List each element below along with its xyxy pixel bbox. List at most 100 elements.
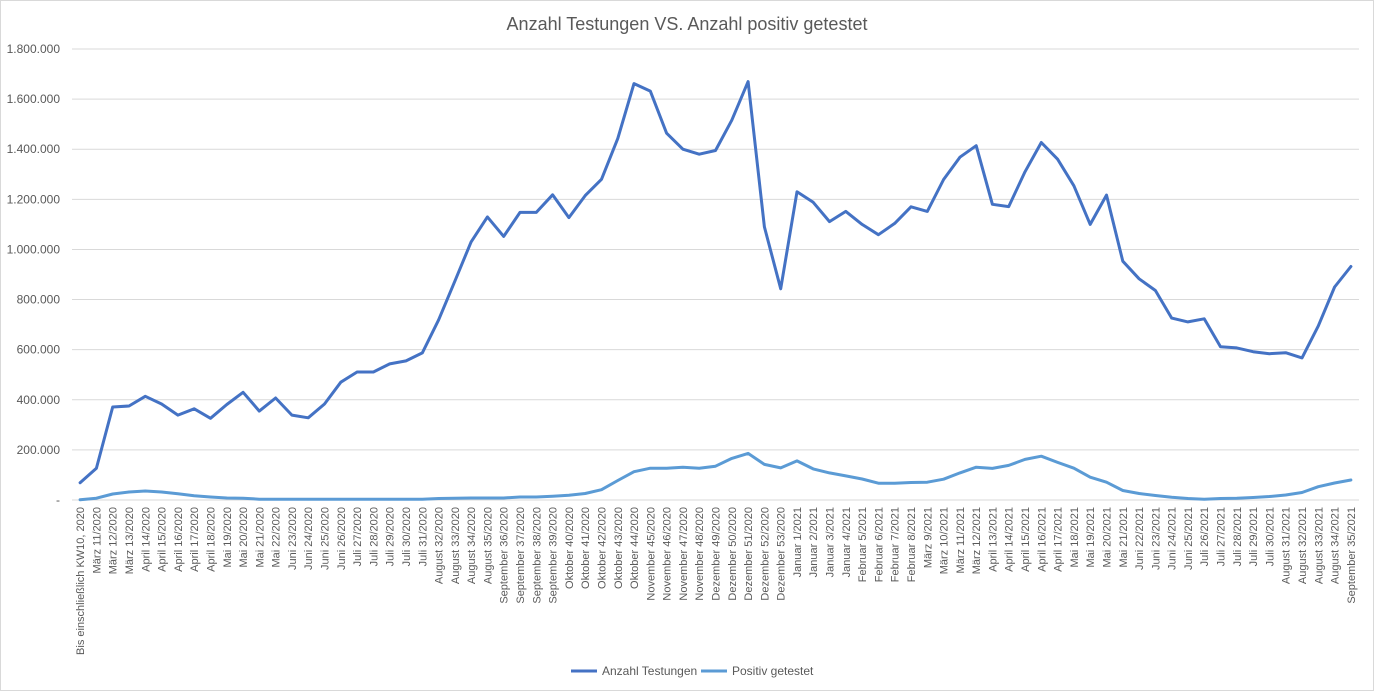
- y-tick-label: 1.800.000: [7, 42, 61, 56]
- x-tick-label: Juni 26/2020: [336, 507, 348, 570]
- data-point: [193, 494, 196, 497]
- data-point: [763, 463, 766, 466]
- y-tick-label: 600.000: [17, 343, 61, 357]
- data-point: [1333, 481, 1336, 485]
- x-tick-label: Oktober 42/2020: [596, 507, 608, 589]
- data-point: [991, 203, 994, 206]
- data-point: [127, 404, 131, 408]
- data-point: [78, 481, 82, 484]
- x-tick-label: Oktober 44/2020: [629, 507, 641, 589]
- x-tick-label: Januar 3/2021: [825, 507, 837, 577]
- data-point: [111, 405, 114, 409]
- data-point: [1203, 317, 1206, 320]
- data-point: [926, 210, 929, 213]
- x-tick-label: Juni 24/2021: [1167, 507, 1179, 570]
- data-point: [1235, 346, 1239, 350]
- x-tick-label: Februar 7/2021: [890, 507, 902, 582]
- x-tick-label: Juni 24/2020: [303, 507, 315, 570]
- x-tick-label: August 33/2020: [450, 507, 462, 584]
- data-point: [1170, 496, 1173, 499]
- x-tick-label: Juni 23/2020: [287, 507, 299, 570]
- x-tick-label: Januar 2/2021: [808, 507, 820, 577]
- data-point: [437, 318, 440, 322]
- data-point: [665, 132, 668, 135]
- data-point: [600, 488, 603, 491]
- y-tick-label: 1.000.000: [7, 242, 61, 256]
- data-point: [1186, 320, 1190, 324]
- data-point: [1007, 464, 1010, 467]
- data-point: [1284, 351, 1287, 354]
- data-point: [1040, 455, 1043, 458]
- data-point: [290, 498, 294, 501]
- data-point: [225, 403, 228, 406]
- data-point: [274, 396, 277, 400]
- data-point: [502, 496, 505, 500]
- data-point: [958, 156, 962, 159]
- data-point: [877, 482, 880, 485]
- data-point: [698, 153, 701, 156]
- x-tick-label: Juni 22/2021: [1134, 507, 1146, 570]
- x-tick-label: März 12/2020: [108, 507, 120, 574]
- y-axis-ticks: - 200.000 400.000 600.000 800.000 1.000.000 1.…: [7, 42, 61, 507]
- x-tick-label: November 47/2020: [678, 507, 690, 601]
- data-point: [453, 280, 456, 283]
- x-tick-label: Mai 20/2020: [238, 507, 250, 568]
- data-point: [584, 194, 587, 197]
- data-point: [893, 222, 896, 225]
- x-tick-label: März 11/2021: [955, 507, 967, 573]
- data-point: [1072, 467, 1076, 470]
- x-tick-label: März 9/2021: [922, 507, 934, 568]
- data-point: [1251, 350, 1255, 353]
- data-point: [127, 490, 131, 494]
- data-point: [160, 402, 163, 406]
- data-point: [1219, 345, 1222, 348]
- data-point: [160, 490, 163, 494]
- data-point: [714, 465, 717, 468]
- data-point: [209, 417, 212, 420]
- data-point: [1235, 497, 1239, 500]
- series-line: [78, 451, 1353, 502]
- x-tick-label: Dezember 50/2020: [727, 507, 739, 601]
- data-point: [241, 497, 245, 500]
- data-point: [828, 220, 831, 223]
- x-tick-label: April 16/2021: [1036, 507, 1048, 572]
- data-point: [1333, 285, 1336, 289]
- data-point: [1089, 476, 1092, 479]
- x-tick-label: Oktober 40/2020: [564, 507, 576, 589]
- data-point: [812, 201, 815, 204]
- data-point: [1121, 489, 1125, 492]
- data-point: [388, 498, 391, 501]
- x-tick-label: Mai 20/2021: [1101, 507, 1113, 568]
- data-point: [567, 216, 571, 219]
- data-point: [551, 193, 554, 196]
- data-point: [95, 497, 98, 500]
- data-point: [1105, 481, 1108, 484]
- data-point: [421, 498, 424, 501]
- data-point: [1072, 184, 1076, 187]
- y-tick-label: 1.600.000: [7, 92, 61, 106]
- data-point: [307, 498, 310, 501]
- data-point: [388, 362, 391, 366]
- data-point: [567, 494, 571, 497]
- x-tick-label: Bis einschließlich KW10, 2020: [75, 507, 87, 655]
- x-tick-label: Juni 25/2021: [1183, 507, 1195, 570]
- data-point: [372, 370, 375, 374]
- data-point: [877, 233, 880, 236]
- data-point: [860, 223, 864, 226]
- x-tick-label: November 48/2020: [694, 507, 706, 601]
- legend: Anzahl Testungen Positiv getestet: [571, 664, 814, 678]
- y-tick-label: 800.000: [17, 293, 61, 307]
- x-tick-label: Oktober 43/2020: [613, 507, 625, 589]
- data-point: [665, 467, 668, 470]
- x-tick-label: April 17/2020: [189, 507, 201, 572]
- x-tick-label: Oktober 41/2020: [580, 507, 592, 589]
- data-point: [730, 457, 733, 460]
- data-point: [339, 498, 342, 501]
- x-tick-label: April 17/2021: [1053, 507, 1065, 572]
- data-point: [1023, 170, 1027, 173]
- data-point: [274, 498, 277, 501]
- data-point: [518, 211, 522, 214]
- x-tick-label: August 34/2020: [466, 507, 478, 584]
- x-tick-label: Dezember 52/2020: [759, 507, 771, 601]
- data-point: [1056, 158, 1059, 161]
